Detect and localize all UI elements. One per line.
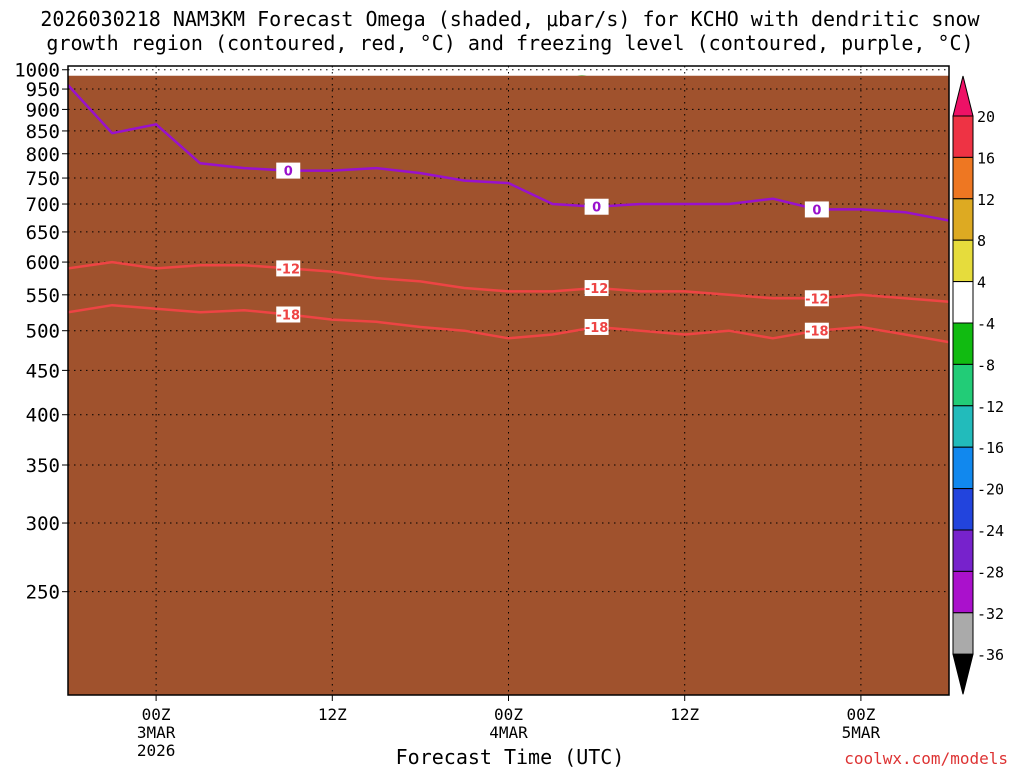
pressure-axis: 2503003504004505005506006507007508008509… <box>14 60 68 604</box>
contour-label-bg-0-2 <box>804 322 829 339</box>
chart-title-line-2: growth region (contoured, red, °C) and f… <box>46 31 973 55</box>
colorbar-label-5: -4 <box>977 315 995 333</box>
colorbar-label-3: 8 <box>977 232 986 250</box>
colorbar-label-8: -16 <box>977 439 1004 457</box>
ytick-label-450: 450 <box>26 360 60 382</box>
contour--18 <box>68 303 949 344</box>
colorbar-label-12: -32 <box>977 605 1004 623</box>
contour-label-bg-2-0 <box>276 162 301 179</box>
xtick-sublabel-0-1: 2026 <box>137 741 176 760</box>
colorbar-label-13: -36 <box>977 646 1004 664</box>
contour-label-bg-0-0 <box>276 306 301 323</box>
contour--12 <box>68 260 949 303</box>
contour-label-1-2: -12 <box>805 292 829 307</box>
contour-label-bg-1-1 <box>584 280 609 297</box>
ytick-label-900: 900 <box>26 99 60 121</box>
xtick-sublabel-0-0: 3MAR <box>137 723 176 742</box>
colorbar-swatch-6 <box>952 322 974 365</box>
colorbar-swatch-3 <box>952 198 974 241</box>
ytick-label-950: 950 <box>26 79 60 101</box>
contour-label-bg-1-2 <box>804 290 829 307</box>
colorbar-swatch-4 <box>952 239 974 283</box>
colorbar-bottom-arrow <box>952 653 974 695</box>
ytick-label-250: 250 <box>26 582 60 604</box>
colorbar-label-0: 20 <box>977 108 995 126</box>
xtick-sublabel-4-0: 5MAR <box>842 723 881 742</box>
ytick-label-1000: 1000 <box>14 60 60 82</box>
contour-label-0-0: -18 <box>277 308 301 323</box>
colorbar-swatch-5 <box>952 281 974 324</box>
colorbar-label-6: -8 <box>977 356 995 374</box>
contour-label-0-1: -18 <box>585 321 609 336</box>
xtick-label-4: 00Z <box>846 705 875 724</box>
ytick-label-750: 750 <box>26 168 60 190</box>
xtick-sublabel-2-0: 4MAR <box>489 723 528 742</box>
contour-label-bg-0-1 <box>584 318 609 335</box>
colorbar-swatch-7 <box>952 363 974 407</box>
ytick-label-650: 650 <box>26 222 60 244</box>
colorbar-swatch-1 <box>952 115 974 158</box>
colorbar-swatch-11 <box>952 529 974 572</box>
ytick-label-350: 350 <box>26 455 60 477</box>
contour-label-1-0: -12 <box>277 262 301 277</box>
colorbar-label-11: -28 <box>977 563 1004 581</box>
colorbar-swatch-2 <box>952 156 974 200</box>
ytick-label-600: 600 <box>26 252 60 274</box>
colorbar-swatch-8 <box>952 405 974 448</box>
contour-label-2-2: 0 <box>812 203 821 218</box>
ytick-label-800: 800 <box>26 144 60 166</box>
xtick-label-1: 12Z <box>318 705 347 724</box>
ytick-label-700: 700 <box>26 194 60 216</box>
contour-0 <box>68 84 949 222</box>
colorbar: 20 16 12 8 4 -4 -8 -12 -16 -20 -24 -28 -32 -36 <box>952 75 1004 695</box>
colorbar-label-7: -12 <box>977 398 1004 416</box>
colorbar-label-2: 12 <box>977 191 995 209</box>
contour-label-bg-1-0 <box>276 260 301 277</box>
contour-label-bg-2-1 <box>584 198 609 215</box>
contour-label-2-0: 0 <box>284 165 293 180</box>
ytick-label-850: 850 <box>26 121 60 143</box>
contour-label-0-2: -18 <box>805 325 829 340</box>
colorbar-label-1: 16 <box>977 149 995 167</box>
chart-title-line-1: 2026030218 NAM3KM Forecast Omega (shaded… <box>40 7 980 31</box>
colorbar-label-4: 4 <box>977 274 986 292</box>
colorbar-swatch-9 <box>952 446 974 490</box>
xtick-label-3: 12Z <box>670 705 699 724</box>
temperature-contours: -18 -18 -18 -12 -12 -12 0 0 0 <box>68 84 949 344</box>
colorbar-swatch-10 <box>952 488 974 531</box>
ytick-label-550: 550 <box>26 285 60 307</box>
colorbar-label-10: -24 <box>977 522 1004 540</box>
contour-label-1-1: -12 <box>585 282 609 297</box>
colorbar-swatch-13 <box>952 612 974 655</box>
xtick-label-2: 00Z <box>494 705 523 724</box>
colorbar-swatch-12 <box>952 570 974 614</box>
ytick-label-400: 400 <box>26 405 60 427</box>
contour-label-2-1: 0 <box>592 201 601 216</box>
ytick-label-300: 300 <box>26 513 60 535</box>
colorbar-label-9: -20 <box>977 481 1004 499</box>
xtick-label-0: 00Z <box>142 705 171 724</box>
ytick-label-500: 500 <box>26 321 60 343</box>
contour-label-bg-2-2 <box>804 201 829 218</box>
x-axis-label: Forecast Time (UTC) <box>396 745 625 768</box>
credit-text: coolwx.com/models <box>844 749 1008 768</box>
